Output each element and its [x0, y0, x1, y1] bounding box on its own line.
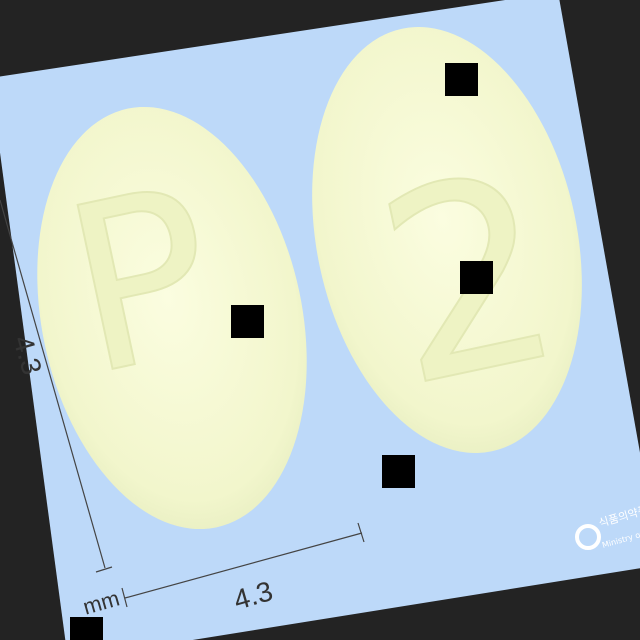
redaction [231, 305, 264, 338]
redaction [460, 261, 493, 294]
dimension-tick [95, 566, 113, 573]
redaction [382, 455, 415, 488]
dimension-tick [357, 522, 365, 543]
logo-mark [575, 524, 601, 550]
redaction [70, 617, 103, 640]
pill [312, 26, 582, 454]
dimension-line [124, 532, 363, 599]
dimension-tick [121, 587, 128, 608]
dimension-line [0, 199, 106, 569]
pill [37, 106, 307, 530]
redaction [445, 63, 478, 96]
